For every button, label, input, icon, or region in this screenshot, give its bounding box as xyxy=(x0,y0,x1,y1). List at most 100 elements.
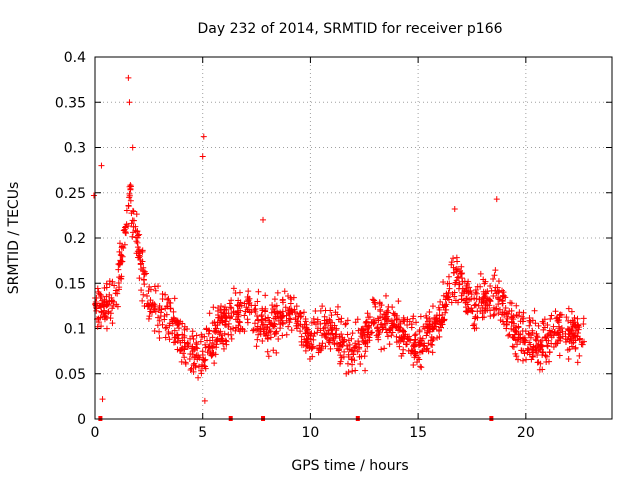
data-point xyxy=(326,316,333,323)
data-point xyxy=(421,325,428,332)
data-point xyxy=(309,353,316,360)
data-point xyxy=(361,353,368,360)
data-point xyxy=(157,309,164,316)
data-point xyxy=(441,316,448,323)
data-point xyxy=(451,269,458,276)
data-point xyxy=(472,289,479,296)
data-point xyxy=(572,321,579,328)
data-point xyxy=(337,352,344,359)
data-point xyxy=(236,319,243,326)
data-point xyxy=(209,339,216,346)
data-point xyxy=(556,314,563,321)
data-point xyxy=(181,346,188,353)
data-point xyxy=(297,328,304,335)
data-point xyxy=(236,302,243,309)
data-point xyxy=(408,347,415,354)
data-point xyxy=(259,337,266,344)
data-point xyxy=(338,315,345,322)
data-point xyxy=(418,340,425,347)
y-tick-label: 0 xyxy=(77,412,86,428)
data-point xyxy=(329,324,336,331)
data-point xyxy=(366,322,373,329)
data-point xyxy=(303,339,310,346)
data-point xyxy=(163,324,170,331)
data-point xyxy=(245,288,252,295)
data-point xyxy=(133,238,140,245)
data-point xyxy=(287,300,294,307)
data-point xyxy=(322,334,329,341)
data-point xyxy=(380,311,387,318)
y-axis-label: SRMTID / TECUs xyxy=(6,182,22,295)
data-point xyxy=(209,351,216,358)
data-point xyxy=(341,338,348,345)
data-point xyxy=(126,183,133,190)
data-point xyxy=(129,207,136,214)
data-point xyxy=(201,362,208,369)
data-point xyxy=(181,323,188,330)
gridlines xyxy=(95,57,612,419)
data-point xyxy=(376,329,383,336)
data-point xyxy=(451,289,458,296)
data-point xyxy=(355,338,362,345)
data-point xyxy=(386,341,393,348)
data-point xyxy=(515,312,522,319)
data-point xyxy=(107,315,114,322)
data-point xyxy=(495,310,502,317)
data-point xyxy=(571,314,578,321)
data-point xyxy=(151,283,158,290)
data-point xyxy=(471,302,478,309)
data-point xyxy=(570,339,577,346)
data-point xyxy=(364,310,371,317)
data-point xyxy=(493,305,500,312)
data-point xyxy=(101,316,108,323)
data-point xyxy=(341,348,348,355)
data-point xyxy=(201,333,208,340)
data-point xyxy=(320,325,327,332)
data-point xyxy=(273,349,280,356)
data-point xyxy=(495,295,502,302)
data-point xyxy=(167,299,174,306)
data-point xyxy=(321,330,328,337)
data-point xyxy=(521,334,528,341)
data-point xyxy=(445,273,452,280)
data-point xyxy=(241,312,248,319)
data-point xyxy=(269,322,276,329)
data-point xyxy=(217,317,224,324)
x-tick-label: 10 xyxy=(302,425,320,441)
data-point xyxy=(230,325,237,332)
data-point xyxy=(199,153,206,160)
data-point xyxy=(470,322,477,329)
data-point xyxy=(189,347,196,354)
data-point xyxy=(535,322,542,329)
data-point xyxy=(228,335,235,342)
data-point xyxy=(217,328,224,335)
data-point xyxy=(378,346,385,353)
data-point xyxy=(553,315,560,322)
data-point xyxy=(364,329,371,336)
data-point xyxy=(539,349,546,356)
data-point xyxy=(360,326,367,333)
data-point xyxy=(303,327,310,334)
data-point xyxy=(452,297,459,304)
data-point xyxy=(182,343,189,350)
chart-title: Day 232 of 2014, SRMTID for receiver p16… xyxy=(197,21,502,37)
data-point xyxy=(155,314,162,321)
data-point xyxy=(401,335,408,342)
data-point xyxy=(148,302,155,309)
data-point xyxy=(139,267,146,274)
data-point xyxy=(348,335,355,342)
data-points xyxy=(90,74,587,421)
data-point xyxy=(344,331,351,338)
data-point xyxy=(515,331,522,338)
data-point xyxy=(530,353,537,360)
data-point xyxy=(349,356,356,363)
data-point xyxy=(562,339,569,346)
data-point xyxy=(388,332,395,339)
data-point xyxy=(214,335,221,342)
data-point xyxy=(255,316,262,323)
data-point xyxy=(170,339,177,346)
data-point xyxy=(371,299,378,306)
data-point xyxy=(162,334,169,341)
data-point xyxy=(151,327,158,334)
data-point xyxy=(433,315,440,322)
